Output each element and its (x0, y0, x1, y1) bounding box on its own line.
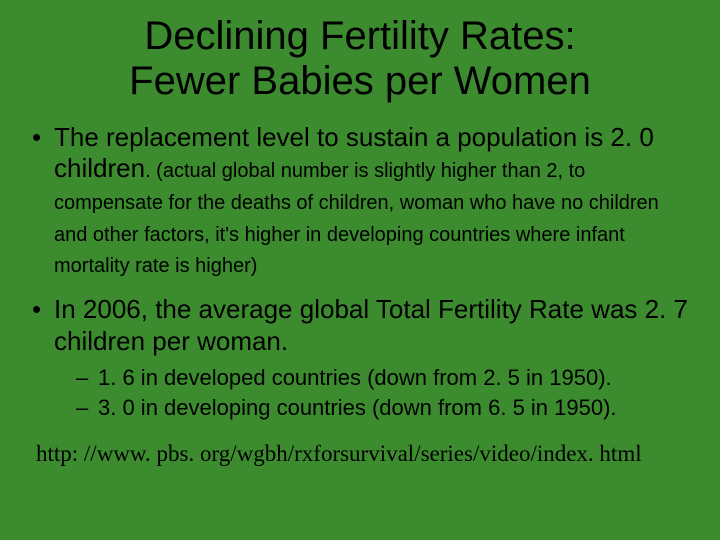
slide-container: Declining Fertility Rates: Fewer Babies … (0, 0, 720, 540)
slide-title: Declining Fertility Rates: Fewer Babies … (28, 14, 692, 104)
sub-bullet-list: 1. 6 in developed countries (down from 2… (54, 364, 692, 423)
bullet-item: In 2006, the average global Total Fertil… (28, 294, 692, 423)
footer-url: http: //www. pbs. org/wgbh/rxforsurvival… (28, 441, 692, 467)
sub-bullet-item: 3. 0 in developing countries (down from … (76, 394, 692, 423)
bullet-paren-text: . (actual global number is slightly high… (54, 160, 659, 277)
title-line-2: Fewer Babies per Women (129, 59, 591, 103)
title-line-1: Declining Fertility Rates: (144, 14, 575, 58)
bullet-list: The replacement level to sustain a popul… (28, 122, 692, 423)
sub-bullet-item: 1. 6 in developed countries (down from 2… (76, 364, 692, 393)
bullet-main-text: In 2006, the average global Total Fertil… (54, 294, 688, 356)
bullet-item: The replacement level to sustain a popul… (28, 122, 692, 281)
